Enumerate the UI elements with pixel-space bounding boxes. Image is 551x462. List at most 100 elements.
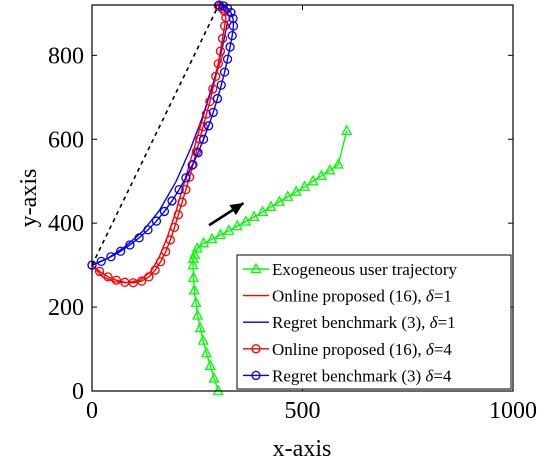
data-point-regret_d4 <box>218 1 229 11</box>
data-point-online_d4 <box>173 210 183 220</box>
data-point-online_d4 <box>188 159 198 170</box>
data-point-online_d4 <box>181 184 191 195</box>
legend-label: Regret benchmark (3), δ=1 <box>272 313 456 332</box>
data-point-online_d4 <box>169 222 180 233</box>
legend: Exogeneous user trajectory Online propose… <box>236 254 512 390</box>
data-point-regret_d4 <box>225 42 235 52</box>
series-line-regret_d4 <box>91 4 235 266</box>
data-point-regret_d4 <box>216 80 226 90</box>
series-line-regret_d1 <box>91 21 229 266</box>
y-axis-label: y-axis <box>16 169 42 228</box>
data-point-user <box>208 372 220 383</box>
data-point-user <box>212 384 224 396</box>
data-point-regret_d4 <box>174 184 184 195</box>
x-axis-label: x-axis <box>273 436 332 462</box>
data-point-user <box>248 210 260 222</box>
data-point-regret_d4 <box>203 121 214 131</box>
legend-label: Online proposed (16), δ=4 <box>272 340 452 359</box>
data-point-user <box>332 158 344 169</box>
data-point-online_d4 <box>94 266 105 277</box>
data-point-regret_d4 <box>212 93 223 104</box>
data-point-online_d4 <box>144 272 154 282</box>
data-point-regret_d4 <box>227 30 237 41</box>
data-point-online_d4 <box>137 276 147 286</box>
data-point-user <box>191 241 203 253</box>
data-point-regret_d4 <box>219 67 230 77</box>
y-tick-label: 0 <box>72 379 84 405</box>
data-point-user <box>231 219 243 231</box>
x-tick-label: 1000 <box>489 398 537 424</box>
data-point-online_d4 <box>213 59 223 69</box>
legend-marker-regret_d4 <box>251 370 261 381</box>
y-tick-label: 200 <box>48 295 84 321</box>
data-point-online_d4 <box>150 265 160 275</box>
data-point-regret_d4 <box>208 107 218 118</box>
data-point-user <box>189 248 201 259</box>
data-point-user <box>197 334 209 345</box>
axis-ticks: 0 500 1000 0 200 400 600 800 <box>48 5 537 424</box>
data-point-regret_d4 <box>96 256 106 267</box>
data-point-online_d4 <box>211 71 221 81</box>
series-line-online_d1 <box>91 50 226 284</box>
data-point-user <box>192 309 204 320</box>
data-point-regret_d4 <box>151 216 162 226</box>
data-point-user <box>315 169 328 180</box>
data-point-user <box>194 321 206 333</box>
data-point-user <box>307 174 319 186</box>
data-point-user <box>204 359 216 370</box>
data-point-user <box>290 185 302 196</box>
data-point-user <box>282 190 294 201</box>
data-point-online_d4 <box>215 46 226 56</box>
data-point-user <box>214 228 226 240</box>
series-line-reference <box>91 5 220 266</box>
data-point-regret_d4 <box>106 252 116 262</box>
data-point-regret_d4 <box>193 148 203 158</box>
data-point-online_d4 <box>221 12 231 23</box>
data-point-online_d4 <box>128 278 138 288</box>
data-point-regret_d4 <box>115 246 126 256</box>
direction-arrow-head <box>229 203 244 216</box>
legend-label: Exogeneous user trajectory <box>272 260 458 279</box>
data-point-user <box>324 163 336 175</box>
data-point-online_d4 <box>217 33 228 44</box>
data-point-regret_d4 <box>167 196 177 206</box>
data-point-online_d4 <box>111 275 122 285</box>
data-point-online_d4 <box>161 247 171 257</box>
data-point-user <box>206 232 218 244</box>
data-point-user <box>190 296 202 308</box>
data-point-online_d4 <box>165 235 175 245</box>
data-point-user <box>197 236 210 248</box>
data-point-regret_d4 <box>181 173 191 183</box>
data-point-user <box>187 258 199 270</box>
x-tick-label: 500 <box>285 398 321 424</box>
data-point-user <box>273 195 285 206</box>
data-point-regret_d4 <box>159 206 170 217</box>
plot-marks <box>87 0 353 396</box>
data-point-regret_d4 <box>187 160 197 170</box>
data-point-online_d4 <box>198 122 208 132</box>
legend-label: Regret benchmark (3) δ=4 <box>272 366 452 385</box>
data-point-online_d4 <box>201 109 212 119</box>
data-point-regret_d4 <box>198 134 209 144</box>
data-point-regret_d4 <box>143 225 153 235</box>
data-point-online_d4 <box>103 272 113 282</box>
data-point-online_d4 <box>177 197 187 207</box>
x-tick-label: 0 <box>86 398 98 424</box>
data-point-user <box>240 215 252 226</box>
y-tick-label: 400 <box>48 211 84 237</box>
data-point-user <box>256 205 269 216</box>
y-tick-label: 800 <box>48 43 84 69</box>
data-point-user <box>188 283 200 295</box>
legend-box <box>236 254 512 390</box>
data-point-user <box>265 200 277 211</box>
data-point-online_d4 <box>155 257 166 267</box>
data-point-regret_d4 <box>228 13 238 24</box>
data-point-user <box>299 180 311 191</box>
data-point-regret_d4 <box>222 54 233 64</box>
data-point-user <box>223 224 235 235</box>
data-point-online_d4 <box>208 84 218 94</box>
data-point-user <box>187 271 200 282</box>
y-tick-label: 600 <box>48 127 84 153</box>
data-point-user <box>341 124 353 136</box>
